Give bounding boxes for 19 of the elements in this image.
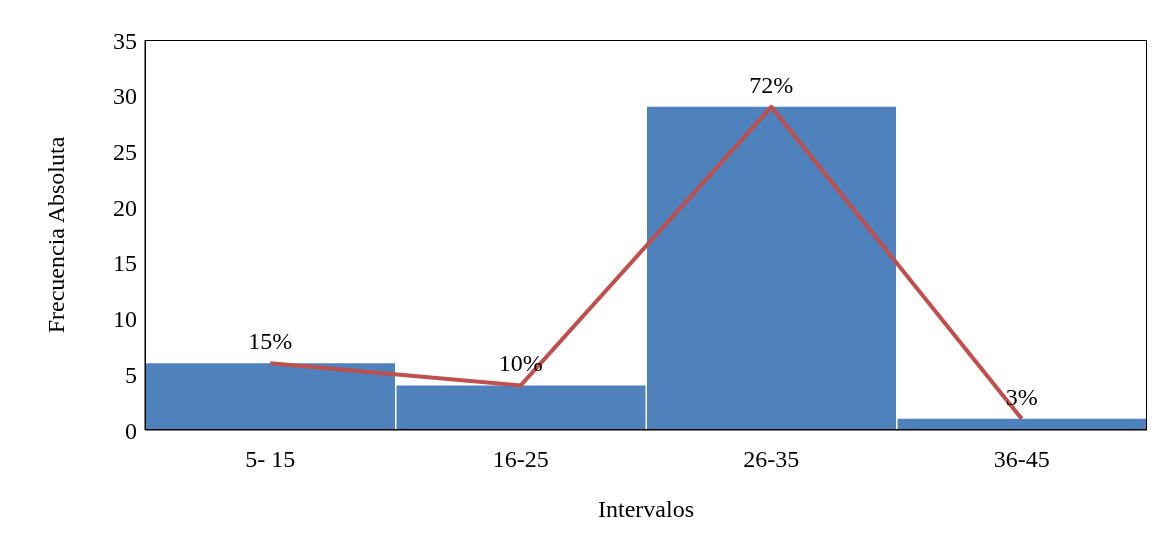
- x-tick-label: 16-25: [492, 446, 549, 473]
- y-tick-label: 10: [113, 306, 137, 333]
- x-tick-label: 36-45: [993, 446, 1050, 473]
- y-tick-label: 0: [125, 417, 137, 444]
- annotation: 3%: [1005, 383, 1038, 410]
- y-tick-label: 35: [113, 27, 137, 54]
- annotation: 10%: [498, 350, 543, 377]
- annotation: 15%: [248, 328, 293, 355]
- y-tick-label: 25: [113, 138, 137, 165]
- y-axis-title: Frecuencia Absoluta: [42, 136, 69, 334]
- y-tick-label: 30: [113, 83, 137, 110]
- x-axis-title: Intervalos: [598, 496, 694, 522]
- annotation: 72%: [749, 71, 794, 98]
- x-tick-label: 26-35: [743, 446, 800, 473]
- y-tick-label: 20: [113, 194, 137, 221]
- y-tick-label: 5: [125, 361, 137, 388]
- bar: [146, 363, 395, 430]
- y-tick-label: 15: [113, 250, 137, 277]
- x-tick-label: 5- 15: [245, 446, 296, 473]
